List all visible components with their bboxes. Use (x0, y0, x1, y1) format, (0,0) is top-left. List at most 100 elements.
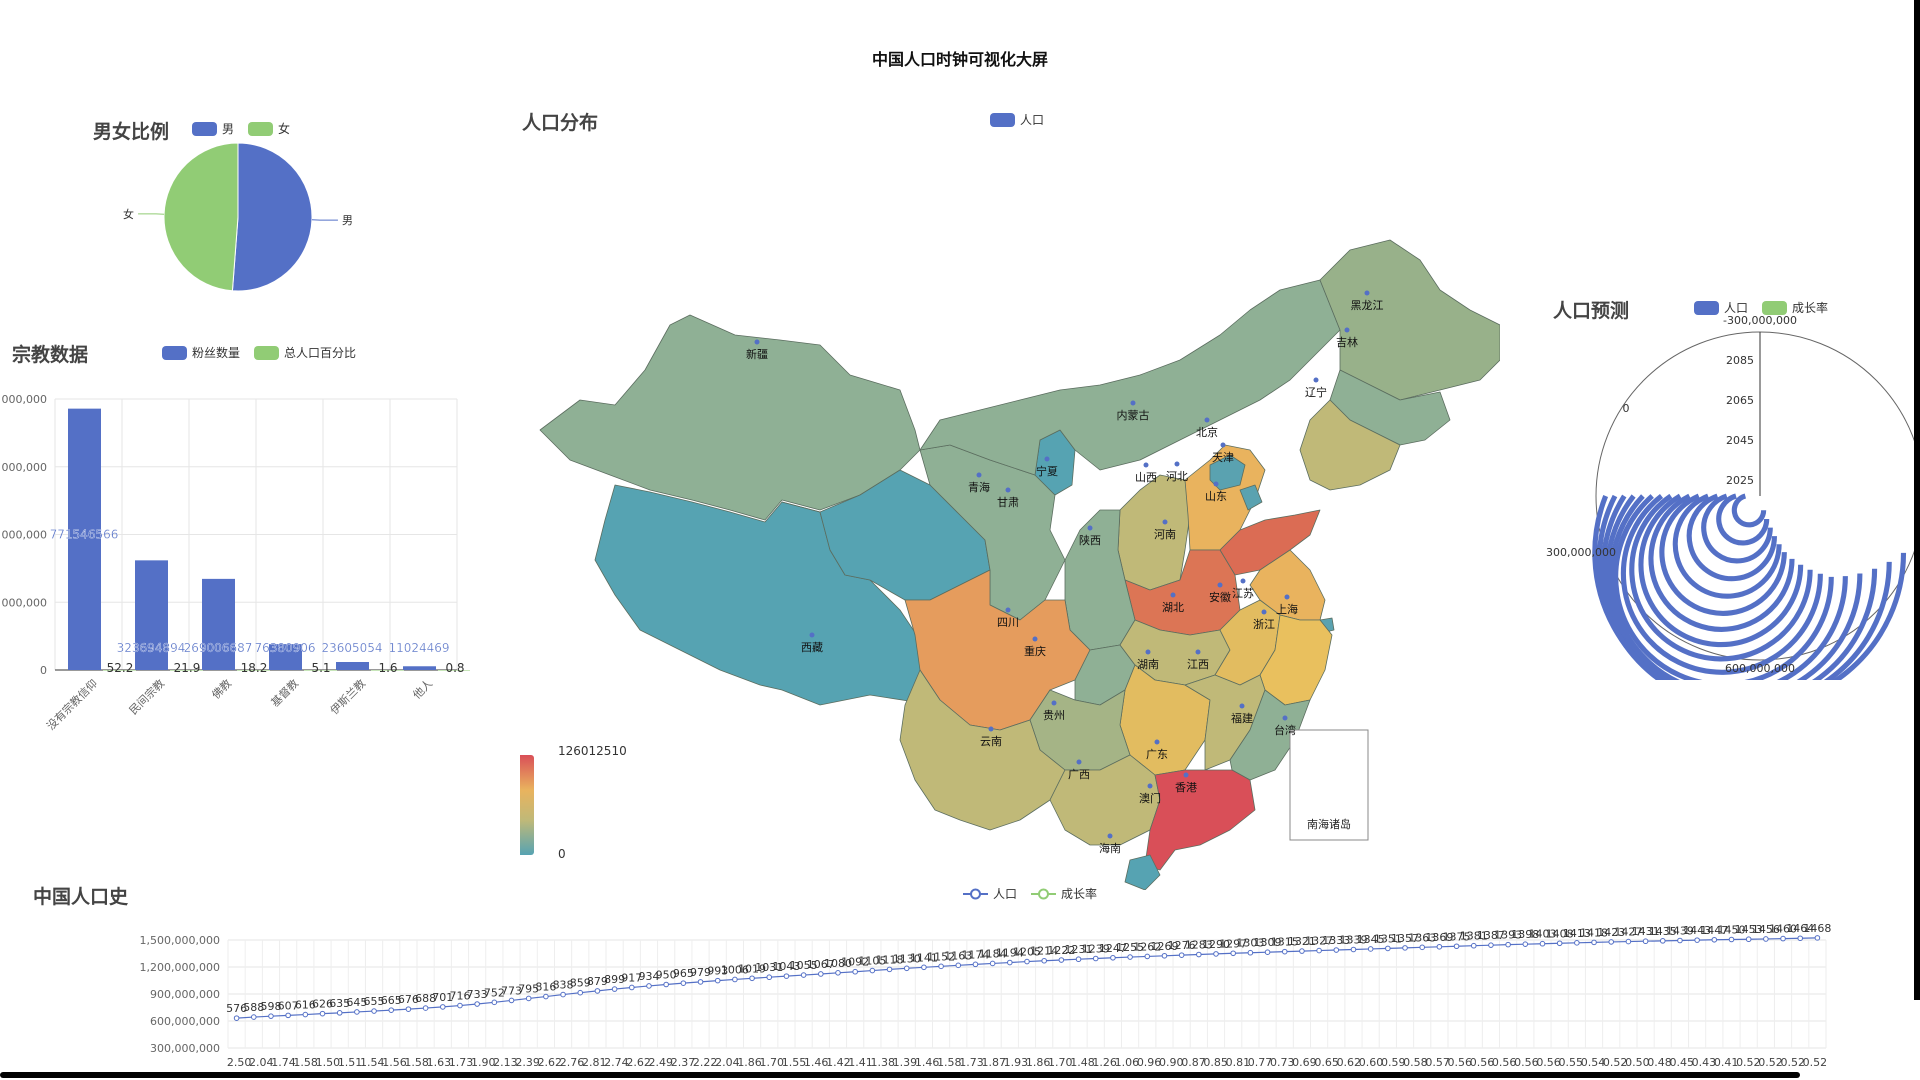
history-point[interactable] (749, 975, 755, 982)
history-point[interactable] (1797, 935, 1804, 942)
polar-bar[interactable] (1613, 494, 1834, 680)
bar-percent[interactable] (438, 670, 470, 671)
history-point[interactable] (371, 1008, 377, 1014)
bar-fans[interactable] (68, 408, 101, 670)
history-point[interactable] (989, 960, 996, 967)
history-point[interactable] (1763, 936, 1769, 942)
history-point[interactable] (354, 1009, 360, 1015)
history-point[interactable] (268, 1013, 274, 1019)
history-point[interactable] (663, 981, 669, 988)
polar-bar[interactable] (1592, 495, 1907, 680)
history-point[interactable] (1574, 940, 1580, 946)
history-point[interactable] (457, 1002, 463, 1009)
polar-bar[interactable] (1600, 494, 1878, 680)
polar-bar[interactable] (1672, 493, 1782, 599)
bar-percent[interactable] (237, 670, 270, 671)
history-point[interactable] (1625, 938, 1632, 945)
legend-item-fans[interactable]: 粉丝数量 (162, 344, 240, 361)
history-point[interactable] (577, 989, 584, 996)
history-point[interactable] (1591, 939, 1597, 946)
history-point[interactable] (302, 1011, 309, 1018)
history-point[interactable] (1316, 947, 1322, 954)
legend-item-population[interactable]: 人口 (990, 111, 1044, 128)
bar-fans[interactable] (403, 666, 436, 670)
history-point[interactable] (852, 968, 858, 975)
bar-fans[interactable] (336, 662, 369, 670)
history-point[interactable] (1230, 950, 1236, 957)
polar-bar[interactable] (1608, 494, 1848, 680)
history-point[interactable] (766, 974, 773, 981)
history-point[interactable] (1041, 957, 1047, 964)
bar-fans[interactable] (202, 578, 235, 670)
history-point[interactable] (1436, 943, 1443, 950)
polar-bar[interactable] (1638, 493, 1804, 648)
history-point[interactable] (508, 997, 515, 1004)
history-point[interactable] (1367, 946, 1374, 952)
history-point[interactable] (1161, 952, 1168, 959)
history-point[interactable] (1659, 938, 1666, 944)
bar-percent[interactable] (371, 670, 404, 671)
history-point[interactable] (938, 963, 944, 970)
history-point[interactable] (1780, 935, 1786, 942)
history-point[interactable] (1694, 937, 1700, 943)
history-point[interactable] (285, 1012, 291, 1019)
polar-bar[interactable] (1596, 494, 1892, 680)
pie-slice-0[interactable] (231, 142, 313, 292)
polar-bar[interactable] (1659, 493, 1787, 616)
horizontal-scrollbar[interactable] (0, 1072, 1800, 1078)
history-point[interactable] (972, 961, 979, 968)
history-point[interactable] (1711, 936, 1718, 943)
history-point[interactable] (1196, 951, 1202, 958)
history-point[interactable] (1419, 944, 1426, 951)
history-point[interactable] (1092, 955, 1099, 962)
history-point[interactable] (1178, 952, 1185, 958)
gender-legend[interactable]: 男 女 (192, 120, 298, 137)
history-point[interactable] (869, 967, 876, 974)
bar-percent[interactable] (304, 670, 337, 671)
map-legend[interactable]: 人口 (990, 111, 1052, 128)
history-point[interactable] (783, 973, 790, 979)
history-point[interactable] (1299, 948, 1305, 954)
history-point[interactable] (1505, 941, 1511, 948)
history-point[interactable] (886, 966, 893, 973)
bar-percent[interactable] (103, 670, 136, 671)
legend-item-history-growth[interactable]: 成长率 (1031, 885, 1097, 902)
history-point[interactable] (1075, 956, 1082, 963)
history-legend[interactable]: 人口 成长率 (963, 885, 1105, 902)
religion-legend[interactable]: 粉丝数量 总人口百分比 (162, 344, 364, 361)
history-point[interactable] (835, 970, 841, 976)
polar-bar[interactable] (1620, 493, 1823, 675)
polar-bar[interactable] (1629, 493, 1813, 662)
history-point[interactable] (1247, 949, 1254, 956)
history-point[interactable] (611, 986, 618, 992)
history-point[interactable] (525, 995, 532, 1002)
history-point[interactable] (388, 1007, 395, 1013)
history-point[interactable] (697, 979, 704, 985)
history-point[interactable] (491, 999, 498, 1006)
history-point[interactable] (1385, 945, 1391, 952)
history-point[interactable] (474, 1001, 480, 1007)
bar-fans[interactable] (135, 560, 168, 670)
history-point[interactable] (1556, 940, 1563, 947)
history-point[interactable] (1144, 953, 1151, 960)
history-point[interactable] (1814, 935, 1821, 941)
history-point[interactable] (732, 976, 738, 983)
history-point[interactable] (1642, 938, 1649, 945)
history-point[interactable] (1488, 942, 1494, 948)
polar-bar[interactable] (1716, 493, 1770, 546)
history-point[interactable] (1677, 937, 1683, 944)
history-point[interactable] (422, 1005, 429, 1011)
legend-item-female[interactable]: 女 (248, 120, 290, 137)
history-point[interactable] (714, 977, 721, 984)
history-point[interactable] (405, 1006, 412, 1012)
pie-slice-1[interactable] (163, 142, 239, 292)
history-point[interactable] (1281, 948, 1288, 955)
polar-bar[interactable] (1604, 494, 1863, 680)
history-point[interactable] (646, 983, 652, 989)
history-point[interactable] (1453, 943, 1460, 950)
history-point[interactable] (818, 971, 824, 977)
history-point[interactable] (1110, 954, 1116, 961)
legend-item-forecast-growth[interactable]: 成长率 (1762, 299, 1828, 316)
legend-item-percent[interactable]: 总人口百分比 (254, 344, 356, 361)
history-point[interactable] (955, 962, 962, 969)
